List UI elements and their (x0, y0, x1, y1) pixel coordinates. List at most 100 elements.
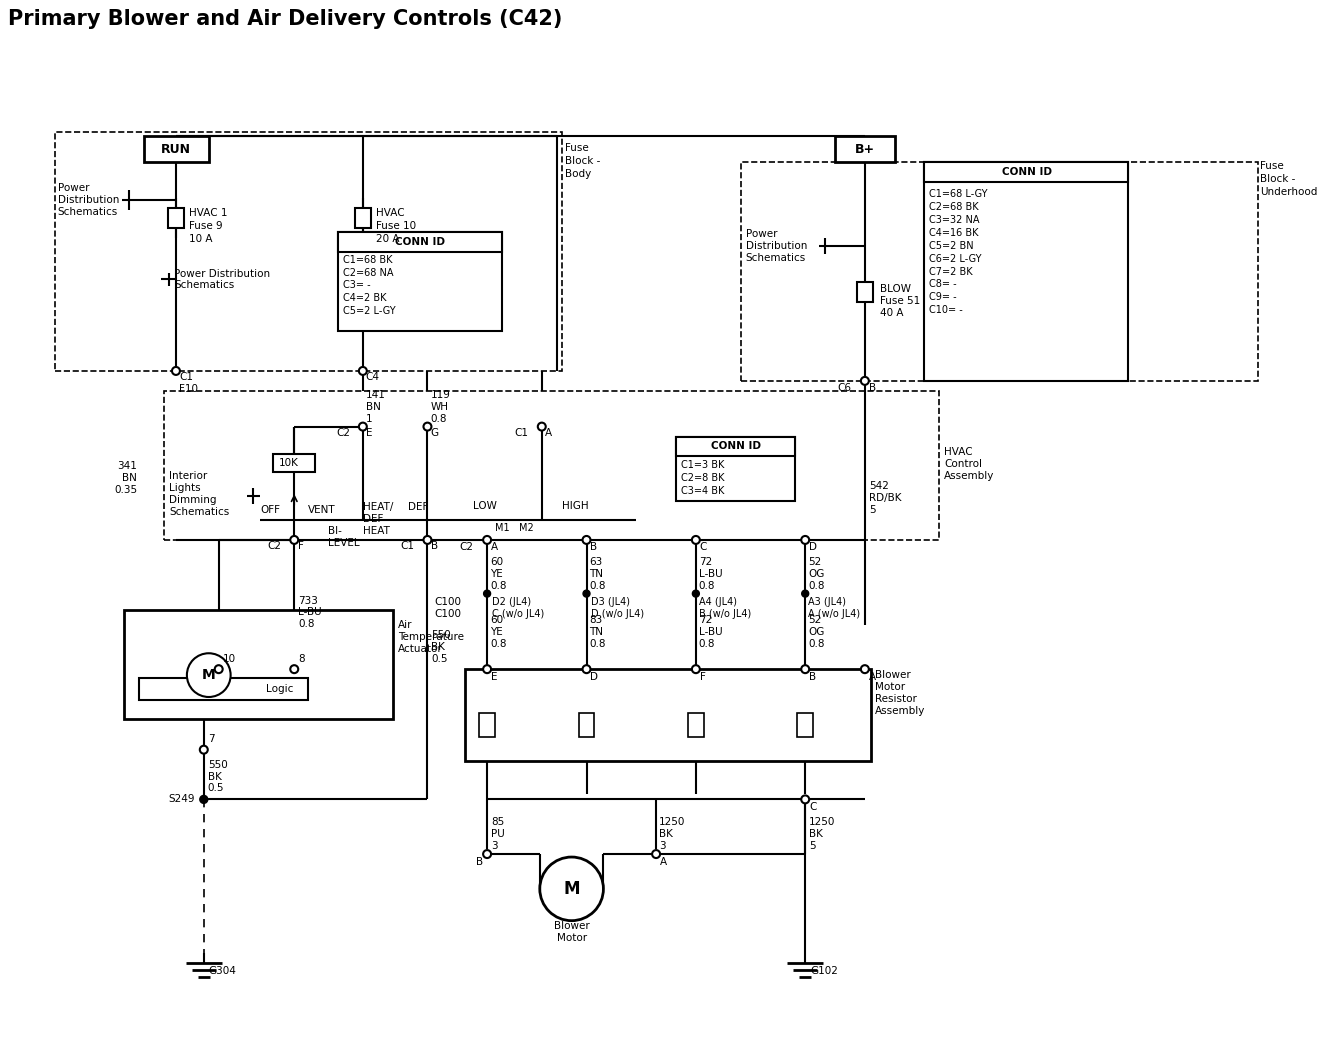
Text: 0.8: 0.8 (490, 639, 506, 649)
Text: 52: 52 (809, 557, 822, 567)
Text: HEAT/: HEAT/ (363, 502, 393, 512)
Text: B (w/o JL4): B (w/o JL4) (699, 609, 752, 620)
Text: C8= -: C8= - (930, 280, 957, 289)
Text: B: B (432, 541, 438, 551)
Text: C: C (700, 542, 708, 552)
Circle shape (173, 366, 179, 375)
Text: Block -: Block - (1260, 174, 1296, 184)
Text: Fuse 9: Fuse 9 (189, 221, 223, 231)
Text: WH: WH (430, 401, 449, 412)
Text: G304: G304 (208, 966, 236, 977)
Text: 1: 1 (365, 414, 372, 423)
Bar (355, 208, 371, 228)
Text: C (w/o JL4): C (w/o JL4) (493, 609, 544, 620)
Text: C2: C2 (459, 542, 473, 552)
Bar (145, 136, 208, 163)
Text: F: F (299, 541, 304, 551)
Text: 3: 3 (659, 842, 665, 851)
Text: LEVEL: LEVEL (328, 538, 360, 548)
Text: Blower: Blower (554, 921, 590, 930)
Circle shape (187, 654, 231, 697)
Bar (139, 678, 308, 700)
Text: 7: 7 (207, 734, 214, 743)
Text: BK: BK (432, 642, 445, 653)
Text: C1=68 BK: C1=68 BK (343, 254, 393, 265)
Text: YE: YE (490, 569, 503, 579)
Text: 0.35: 0.35 (114, 485, 137, 495)
Text: Schematics: Schematics (169, 507, 230, 517)
Text: Schematics: Schematics (745, 252, 806, 263)
Text: Temperature: Temperature (397, 633, 463, 642)
Text: 550: 550 (432, 630, 452, 640)
Text: C100: C100 (434, 609, 461, 620)
Text: 5: 5 (869, 505, 875, 515)
Text: A3 (JL4): A3 (JL4) (809, 597, 846, 606)
Bar (125, 609, 393, 719)
Text: C6=2 L-GY: C6=2 L-GY (930, 253, 981, 264)
Text: 542: 542 (869, 482, 888, 491)
Text: 8: 8 (299, 655, 305, 664)
Text: C2=68 BK: C2=68 BK (930, 202, 979, 212)
Text: D2 (JL4): D2 (JL4) (493, 597, 531, 606)
Text: L-BU: L-BU (299, 607, 321, 618)
Circle shape (483, 665, 491, 673)
Text: M2: M2 (519, 523, 534, 533)
Text: OG: OG (809, 569, 825, 579)
Circle shape (652, 850, 660, 859)
Text: BK: BK (207, 772, 222, 781)
Text: DEF: DEF (363, 514, 384, 524)
Text: 1250: 1250 (809, 817, 835, 827)
Text: 0.8: 0.8 (699, 639, 716, 649)
Text: YE: YE (490, 627, 503, 638)
Text: Assembly: Assembly (944, 471, 995, 482)
Text: L-BU: L-BU (699, 569, 722, 579)
Text: A4 (JL4): A4 (JL4) (699, 597, 737, 606)
Text: Lights: Lights (169, 484, 201, 493)
Text: 60: 60 (490, 616, 503, 625)
Text: Schematics: Schematics (57, 207, 118, 216)
Bar (339, 231, 502, 251)
Text: 60: 60 (490, 557, 503, 567)
Text: C1=3 BK: C1=3 BK (681, 460, 724, 470)
Circle shape (801, 536, 809, 544)
Circle shape (861, 377, 869, 384)
Text: RUN: RUN (161, 143, 191, 155)
Text: CONN ID: CONN ID (396, 237, 445, 247)
Text: LOW: LOW (473, 502, 497, 511)
Text: 0.5: 0.5 (207, 784, 224, 793)
Circle shape (291, 665, 299, 673)
Text: Air: Air (397, 621, 412, 630)
Circle shape (424, 536, 432, 544)
Circle shape (583, 590, 590, 597)
Text: Blower: Blower (875, 671, 911, 680)
Text: B: B (475, 857, 483, 867)
Text: 0.8: 0.8 (430, 414, 448, 423)
Text: C4=16 BK: C4=16 BK (930, 228, 979, 238)
Text: E: E (491, 672, 498, 682)
Text: C1: C1 (515, 428, 529, 437)
Text: BN: BN (122, 473, 137, 484)
Text: TN: TN (590, 569, 603, 579)
Text: C3=32 NA: C3=32 NA (930, 214, 980, 225)
Circle shape (538, 422, 546, 431)
Text: BK: BK (659, 829, 673, 840)
Circle shape (199, 746, 207, 754)
Text: 550: 550 (207, 759, 227, 770)
Text: TN: TN (590, 627, 603, 638)
Text: Power: Power (57, 183, 89, 193)
Text: S249: S249 (169, 794, 195, 805)
Text: B: B (869, 383, 876, 393)
Bar (676, 436, 795, 502)
Circle shape (359, 422, 367, 431)
Bar (741, 163, 1258, 381)
Text: 0.8: 0.8 (590, 639, 606, 649)
Text: L-BU: L-BU (699, 627, 722, 638)
Circle shape (424, 422, 432, 431)
Bar (579, 713, 595, 737)
Text: CONN ID: CONN ID (710, 441, 761, 452)
Bar (165, 391, 939, 540)
Text: 20 A: 20 A (376, 233, 400, 244)
Text: Fuse: Fuse (564, 144, 588, 153)
Text: BLOW: BLOW (879, 284, 911, 295)
Text: BN: BN (365, 401, 381, 412)
